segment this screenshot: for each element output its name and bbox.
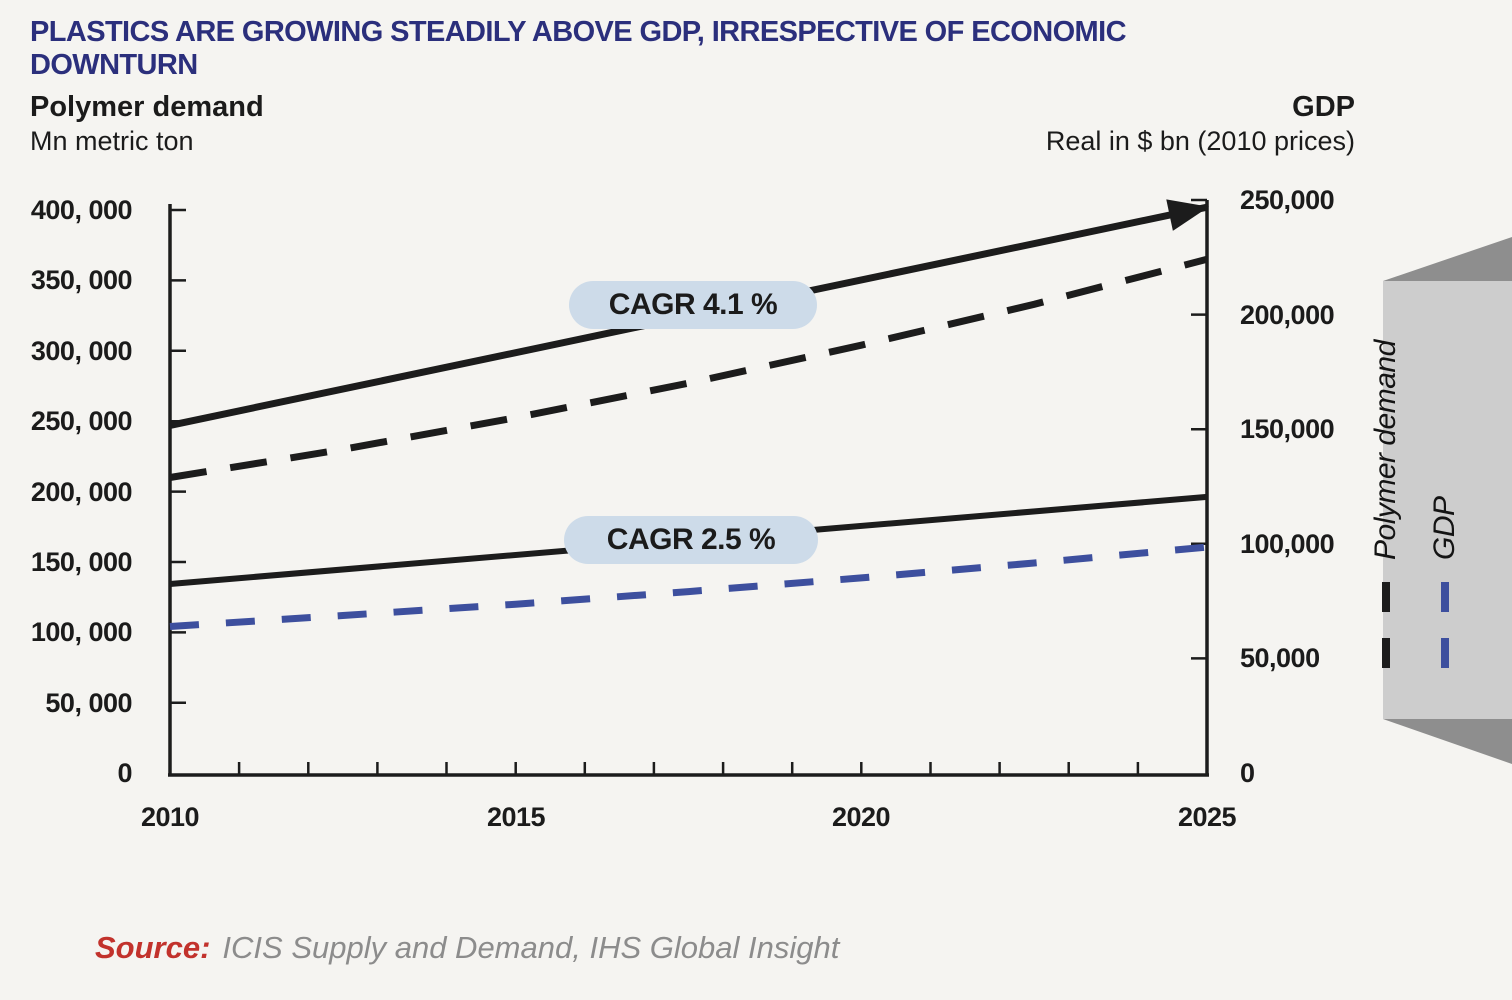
- legend-item-polymer-demand: Polymer demand: [1369, 298, 1403, 668]
- cagr-annotation-bottom: CAGR 2.5 %: [564, 516, 818, 564]
- y-right-tick-label: 0: [1240, 758, 1255, 788]
- y-right-tick-label: 200,000: [1240, 300, 1335, 330]
- y-left-tick-label: 200, 000: [30, 477, 133, 507]
- polymer-demand-dash-icon: [1382, 582, 1390, 612]
- right-axis-header: GDP Real in $ bn (2010 prices): [1046, 90, 1355, 158]
- x-tick-label: 2015: [486, 802, 546, 832]
- gdp-dash-icon: [1441, 638, 1449, 668]
- y-left-tick-label: 300, 000: [30, 336, 133, 366]
- chart-title: PLASTICS ARE GROWING STEADILY ABOVE GDP,…: [30, 16, 1127, 81]
- y-left-tick-label: 150, 000: [30, 547, 133, 577]
- legend-label-gdp: GDP: [1428, 496, 1461, 560]
- right-axis-title: GDP: [1292, 91, 1355, 123]
- right-axis-subtitle: Real in $ bn (2010 prices): [1045, 126, 1355, 156]
- y-left-tick-label: 350, 000: [30, 265, 133, 295]
- source-label: Source:: [95, 930, 211, 965]
- legend-panel: [1383, 237, 1512, 764]
- legend-panel-top-fold: [1383, 237, 1512, 281]
- polymer-demand-dash-icon: [1382, 638, 1390, 668]
- y-left-tick-label: 400, 000: [30, 195, 133, 225]
- y-left-tick-label: 250, 000: [30, 406, 133, 436]
- series-line-gdp: [169, 543, 1208, 630]
- gdp-dash-icon: [1441, 582, 1449, 612]
- source-line: Source: ICIS Supply and Demand, IHS Globa…: [95, 930, 839, 966]
- x-tick-label: 2025: [1177, 802, 1237, 832]
- x-axis-ticks: [237, 762, 1140, 775]
- y-right-tick-label: 100,000: [1240, 529, 1335, 559]
- y-axis-right-ticks: [1191, 198, 1207, 660]
- y-right-tick-label: 250,000: [1240, 185, 1335, 215]
- y-left-tick-label: 100, 000: [30, 617, 133, 647]
- y-left-tick-label: 50, 000: [45, 688, 132, 718]
- series-line-polymer-demand: [169, 255, 1208, 481]
- source-text: ICIS Supply and Demand, IHS Global Insig…: [222, 930, 840, 965]
- legend-panel-bottom-fold: [1383, 719, 1512, 764]
- cagr-annotation-top: CAGR 4.1 %: [569, 281, 817, 329]
- legend-item-gdp: GDP: [1428, 298, 1462, 668]
- x-tick-label: 2010: [140, 802, 200, 832]
- y-right-tick-label: 150,000: [1240, 414, 1335, 444]
- left-axis-header: Polymer demand Mn metric ton: [30, 90, 264, 158]
- legend-label-polymer-demand: Polymer demand: [1369, 340, 1402, 560]
- y-left-tick-label: 0: [117, 758, 132, 788]
- y-right-tick-label: 50,000: [1240, 643, 1320, 673]
- x-tick-label: 2020: [831, 802, 891, 832]
- left-axis-title: Polymer demand: [30, 91, 264, 123]
- left-axis-subtitle: Mn metric ton: [30, 126, 194, 156]
